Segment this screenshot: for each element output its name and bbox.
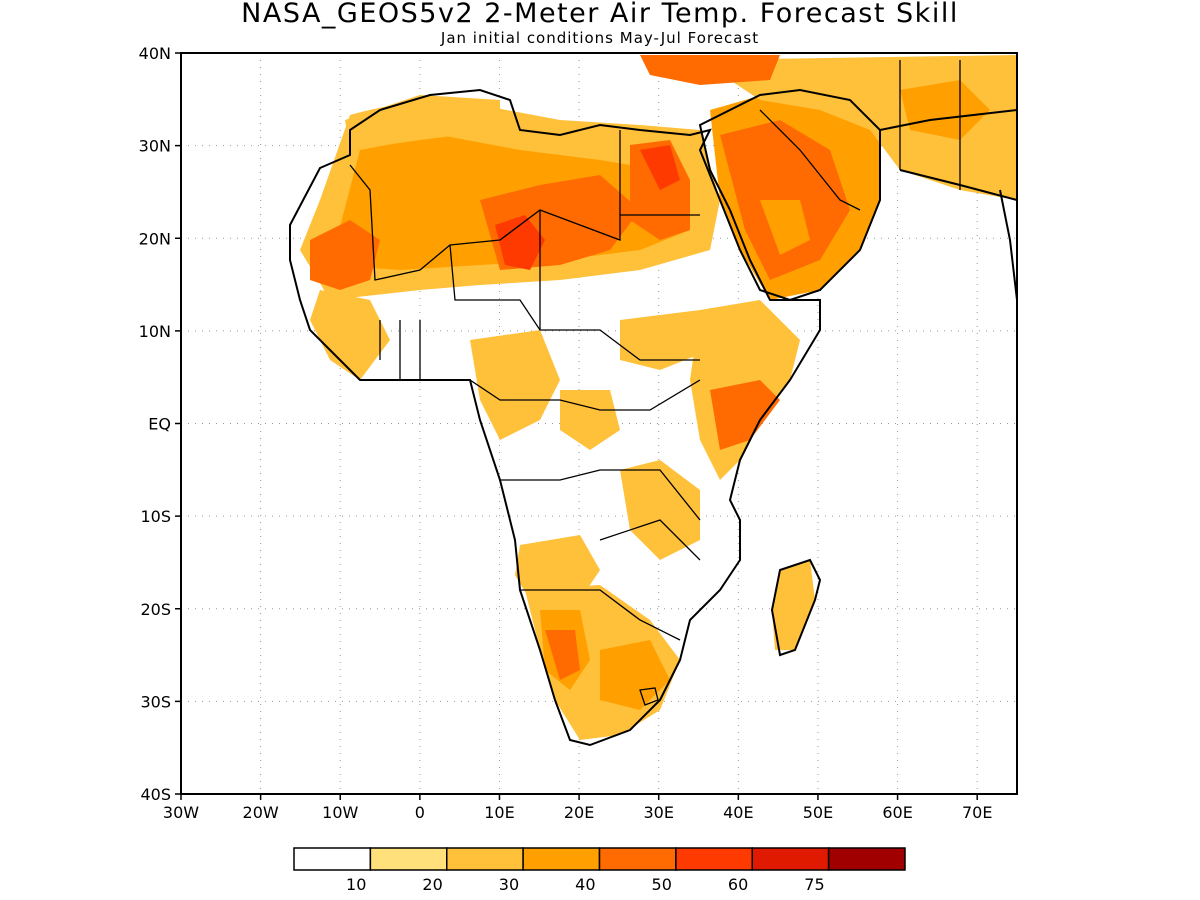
lon-tick-label: 50E <box>803 803 833 822</box>
lon-tick-label: 20E <box>564 803 594 822</box>
colorbar-label: 40 <box>575 875 595 894</box>
lon-tick-label: 0 <box>415 803 425 822</box>
lat-tick-label: 20S <box>140 600 171 619</box>
map-title: NASA_GEOS5v2 2-Meter Air Temp. Forecast … <box>241 0 959 29</box>
lon-tick-labels: 30W 20W 10W 0 10E 20E 30E 40E 50E 60E 70E <box>163 794 992 822</box>
lon-tick-label: 10E <box>484 803 514 822</box>
lon-tick-label: 10W <box>322 803 358 822</box>
lon-tick-label: 30W <box>163 803 199 822</box>
colorbar-swatch <box>751 847 830 871</box>
colorbar: 10 20 30 40 50 60 75 <box>293 847 906 894</box>
colorbar-swatch <box>293 847 372 871</box>
lon-tick-label: 30E <box>643 803 673 822</box>
lat-tick-label: 10N <box>139 322 171 341</box>
lon-tick-label: 40E <box>723 803 753 822</box>
lon-tick-label: 20W <box>243 803 279 822</box>
lon-tick-label: 60E <box>882 803 912 822</box>
colorbar-label: 60 <box>728 875 748 894</box>
lat-tick-label: 30S <box>140 692 171 711</box>
colorbar-label: 10 <box>346 875 366 894</box>
lon-tick-label: 70E <box>962 803 992 822</box>
lat-tick-label: 40S <box>140 785 171 804</box>
lat-tick-label: EQ <box>148 415 171 434</box>
colorbar-label: 30 <box>499 875 519 894</box>
colorbar-swatch <box>522 847 601 871</box>
colorbar-label: 75 <box>804 875 824 894</box>
map-area <box>289 55 1017 747</box>
lat-tick-labels: 40N 30N 20N 10N EQ 10S 20S 30S 40S <box>139 44 181 804</box>
lat-tick-label: 10S <box>140 507 171 526</box>
colorbar-swatch <box>446 847 524 871</box>
colorbar-label: 50 <box>652 875 672 894</box>
lat-tick-label: 30N <box>139 137 171 156</box>
skill-shading <box>300 55 1017 740</box>
colorbar-swatch <box>827 847 906 871</box>
colorbar-swatch <box>369 847 448 871</box>
lat-tick-label: 40N <box>139 44 171 63</box>
country-borders <box>349 60 961 706</box>
colorbar-swatch <box>675 847 753 871</box>
colorbar-label: 20 <box>422 875 442 894</box>
colorbar-swatch <box>598 847 677 871</box>
lat-tick-label: 20N <box>139 229 171 248</box>
map-subtitle: Jan initial conditions May-Jul Forecast <box>440 29 760 47</box>
